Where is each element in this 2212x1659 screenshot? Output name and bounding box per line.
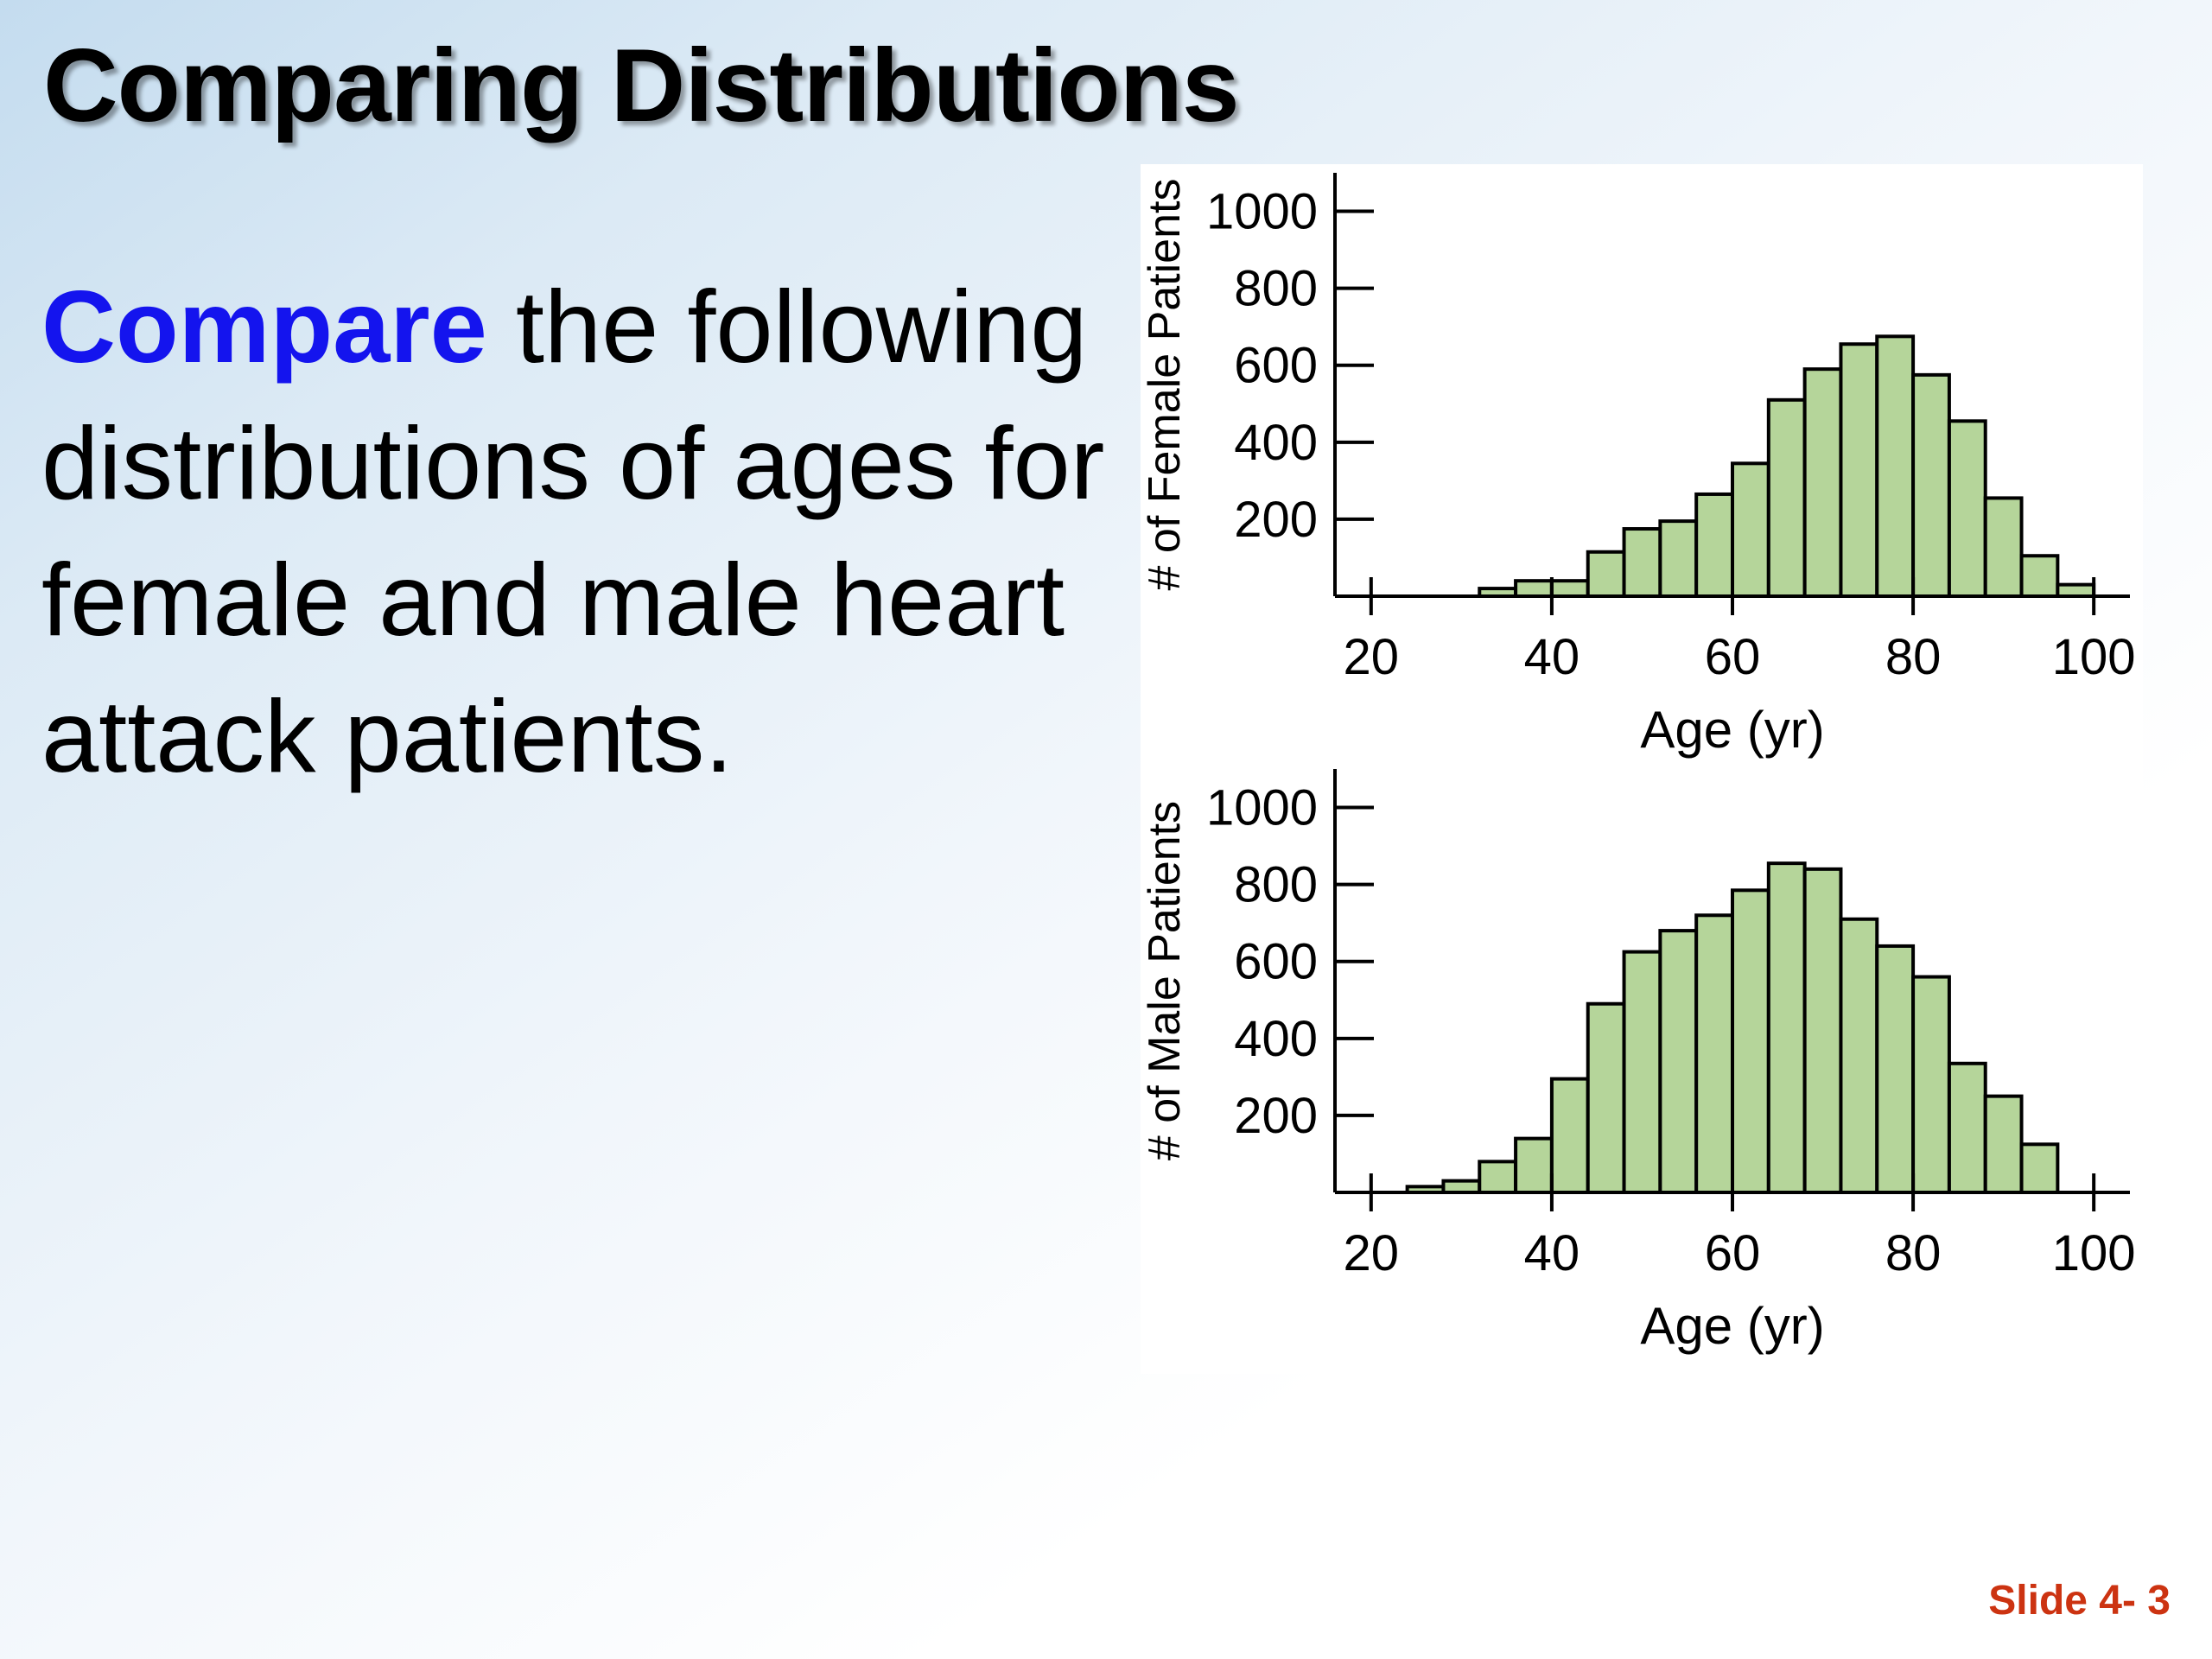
- chart-1-bar: [2019, 554, 2060, 599]
- body-emphasis: Compare: [41, 270, 487, 385]
- slide-number: Slide 4- 3: [1988, 1578, 2171, 1624]
- chart-1-bar: [1586, 550, 1626, 598]
- chart-1-y-tick-label: 400: [1234, 415, 1318, 471]
- chart-1-bar: [1658, 519, 1699, 599]
- chart-1-x-tick-label: 60: [1705, 629, 1761, 685]
- chart-1-bar: [1731, 461, 1770, 598]
- chart-2-bar: [2019, 1142, 2060, 1194]
- chart-1-y-tick-label: 800: [1234, 261, 1318, 317]
- chart-2-y-tick-label: 800: [1234, 857, 1318, 913]
- chart-2-bar: [1911, 975, 1951, 1194]
- chart-1-bar: [1875, 334, 1916, 598]
- chart-1-bar: [1622, 527, 1662, 598]
- chart-2-bar: [1514, 1136, 1554, 1195]
- chart-2-x-tick-label: 100: [2052, 1225, 2136, 1281]
- chart-2-x-tick-label: 80: [1885, 1225, 1942, 1281]
- chart-1-bar: [1514, 579, 1554, 598]
- body-text: Compare the following distributions of a…: [41, 259, 1139, 805]
- chart-1-y-label: # of Female Patients: [1141, 179, 1190, 591]
- histogram-panel: 200 400 600 800 1000 20 40 60 80 100 Age (yr) # of …: [1141, 164, 2143, 1374]
- chart-1-x-tick-label: 80: [1885, 629, 1942, 685]
- chart-2-bar: [1875, 944, 1916, 1194]
- chart-2-y-tick-label: 400: [1234, 1011, 1318, 1067]
- chart-1-x-tick-label: 100: [2052, 629, 2136, 685]
- chart-1-bar: [1983, 496, 2024, 598]
- chart-2-bar: [1947, 1061, 1987, 1195]
- chart-2-bar: [1694, 913, 1734, 1195]
- chart-2-bar: [1802, 867, 1843, 1194]
- chart-2-bar: [1586, 1001, 1626, 1194]
- chart-2-x-label: Age (yr): [1640, 1297, 1824, 1355]
- chart-1-x-label: Age (yr): [1640, 701, 1824, 759]
- chart-2-bar: [1549, 1077, 1590, 1194]
- chart-2-bar: [1983, 1094, 2024, 1195]
- chart-2-y-tick-label: 1000: [1206, 780, 1318, 836]
- chart-1-x-tick-label: 20: [1344, 629, 1400, 685]
- chart-1-y-tick-label: 200: [1234, 492, 1318, 548]
- chart-1-bar: [1839, 342, 1879, 598]
- chart-2-x-tick-label: 60: [1705, 1225, 1761, 1281]
- chart-2-bar: [1731, 888, 1770, 1194]
- chart-2-bar: [1766, 861, 1807, 1194]
- body-rest: the following distributions of ages for …: [41, 270, 1105, 794]
- chart-1-bar: [1947, 419, 1987, 598]
- chart-1-y-tick-label: 1000: [1206, 184, 1318, 240]
- chart-2-bar: [1478, 1160, 1518, 1194]
- chart-1-bar: [1766, 397, 1807, 598]
- chart-2-bar: [1658, 929, 1699, 1195]
- slide-title: Comparing Distributions: [43, 28, 1240, 143]
- chart-1-bar: [1549, 579, 1590, 598]
- chart-1-bar: [1802, 367, 1843, 598]
- chart-2-bar: [1441, 1179, 1482, 1195]
- chart-2-y-label: # of Male Patients: [1141, 801, 1190, 1160]
- chart-1-y-tick-label: 600: [1234, 338, 1318, 394]
- chart-1-bar: [1911, 372, 1951, 599]
- chart-1-bar: [2056, 582, 2096, 599]
- chart-2-y-tick-label: 200: [1234, 1088, 1318, 1144]
- chart-2-x-tick-label: 40: [1524, 1225, 1580, 1281]
- chart-2-y-tick-label: 600: [1234, 934, 1318, 990]
- chart-1-bar: [1694, 492, 1734, 599]
- chart-2-bar: [1622, 950, 1662, 1195]
- histogram-charts: 200 400 600 800 1000 20 40 60 80 100 Age (yr) # of …: [1141, 173, 2136, 1355]
- chart-1-x-tick-label: 40: [1524, 629, 1580, 685]
- chart-2-x-tick-label: 20: [1344, 1225, 1400, 1281]
- chart-2-bar: [1839, 917, 1879, 1194]
